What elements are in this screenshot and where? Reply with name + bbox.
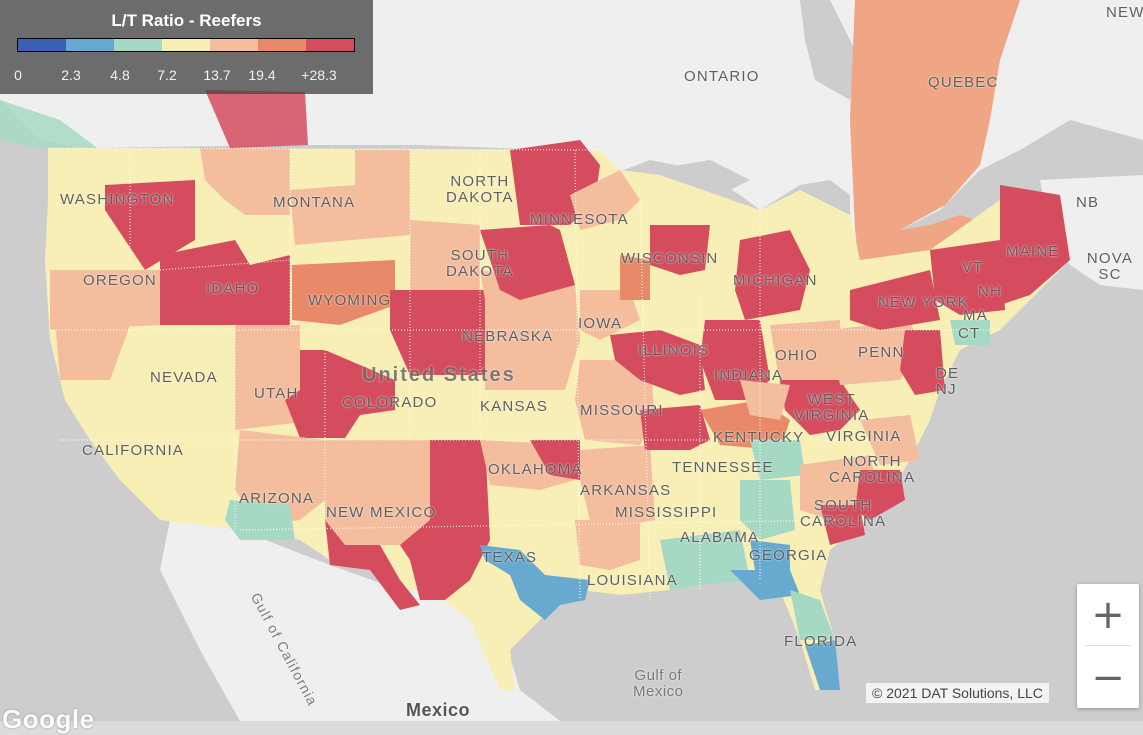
legend-tick: 13.7 [203,67,231,83]
legend-swatch [210,39,258,51]
state-borders [47,147,1000,601]
region-quebec [850,0,1020,230]
region-bc-teal [0,100,100,150]
legend-tick: 0 [14,67,22,83]
zoom-in-button[interactable]: + [1091,591,1125,638]
legend-swatch [306,39,354,51]
attribution-text: © 2021 DAT Solutions, LLC [866,683,1049,703]
legend-panel: L/T Ratio - Reefers 0 2.3 4.8 7.2 13.7 1… [0,0,373,94]
legend-tick: 7.2 [157,67,177,83]
legend-title: L/T Ratio - Reefers [111,11,262,30]
us-regions [50,140,1070,690]
legend-color-bar [17,38,355,52]
zoom-out-button[interactable]: − [1091,654,1125,701]
legend-swatch [162,39,210,51]
legend-tick: 19.4 [248,67,276,83]
baja-land [175,525,290,721]
region-bc-red [205,90,308,148]
legend-tick: 4.8 [110,67,130,83]
google-logo: Google [2,704,95,734]
legend-tick: 2.3 [61,67,81,83]
hudson-bay-inlet [800,0,860,100]
legend-tick: +28.3 [301,67,337,83]
legend-swatch [258,39,306,51]
zoom-control: + − [1077,584,1139,708]
legend-swatch [114,39,162,51]
legend-swatch [66,39,114,51]
zoom-divider [1085,645,1131,646]
maritimes-land [1040,175,1143,290]
legend-swatch [18,39,66,51]
